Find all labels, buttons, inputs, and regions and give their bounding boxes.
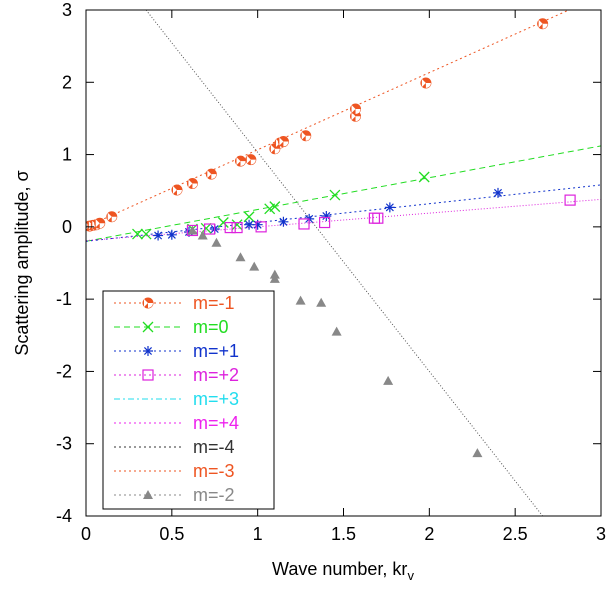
legend-label-m=+3: m=+3 [193,389,239,409]
point-m=-2-8 [316,297,327,307]
legend-box [102,290,275,510]
y-tick-label--3: -3 [56,434,72,454]
point-m=+2-8 [372,212,384,224]
point-m=-1-3 [94,217,106,229]
point-m=0-10 [418,171,430,183]
point-m=0-6 [243,211,255,223]
point-m=-2-10 [383,375,394,385]
point-m=+2-4 [255,221,267,233]
point-m=0-0 [132,228,143,240]
x-tick-label-2: 2 [424,524,434,544]
legend-label-m=-4: m=-4 [193,437,235,457]
fit-line-m=+2 [86,198,601,242]
point-m=-1-9 [245,154,257,166]
x-axis-label-subscript: v [407,568,414,583]
point-m=+1-1 [166,229,177,240]
y-tick-label--2: -2 [56,361,72,381]
point-m=-2-11 [472,448,483,458]
fit-line-m=-1 [86,10,571,228]
point-m=-2-1 [197,230,208,240]
legend-label-m=-3: m=-3 [193,461,235,481]
legend-label-m=+2: m=+2 [193,365,239,385]
point-m=-2-6 [269,273,280,283]
point-m=-2-2 [211,237,222,247]
point-m=0-9 [329,189,341,201]
point-m=-2-3 [235,252,246,262]
legend-label-m=-2: m=-2 [193,485,235,505]
tick-labels: 0 0.5 1 1.5 2 2.5 3 3 2 1 0 -1 -2 -3 -4 [56,0,606,544]
point-m=+2-9 [564,194,576,206]
point-m=-1-12 [277,136,289,148]
point-m=-2-7 [295,295,306,305]
point-m=+2-2 [224,221,236,234]
point-m=+1-0 [153,230,164,241]
legend-label-m=-1: m=-1 [193,293,235,313]
point-m=-1-15 [350,103,362,115]
legend: m=-1 m=0 m=+1 m=+2 m=+3 m=+4 m=-4 m=-3 m=-2 [102,290,275,510]
y-tick-label-1: 1 [62,145,72,165]
point-m=0-4 [217,217,229,228]
legend-marker-m=+2 [142,369,154,381]
point-m=0-8 [269,201,281,213]
point-m=+1-10 [493,187,503,198]
legend-marker-m=+1 [143,346,153,356]
legend-marker-m=0 [142,321,154,333]
x-tick-label-1: 1 [253,524,263,544]
point-m=-1-16 [420,77,432,89]
point-m=+2-6 [319,216,331,229]
legend-marker-m=-1 [142,297,154,309]
x-axis-label: Wave number, krv [272,559,414,583]
legend-label-m=0: m=0 [193,317,229,337]
legend-label-m=+1: m=+1 [193,341,239,361]
point-m=-2-9 [331,326,342,336]
point-m=0-1 [140,228,152,240]
point-m=-1-6 [186,177,198,189]
fit-line-m=-4 [145,10,544,516]
point-m=-1-8 [235,155,246,167]
point-m=+2-5 [298,218,310,230]
x-tick-label-1.5: 1.5 [331,524,356,544]
y-tick-label--4: -4 [56,506,72,526]
x-tick-label-3: 3 [596,524,606,544]
y-tick-label-0: 0 [62,217,72,237]
point-m=+1-6 [278,216,289,227]
point-m=-1-5 [171,184,183,196]
y-axis-label: Scattering amplitude, σ [12,170,32,355]
point-m=+1-9 [384,202,395,213]
point-m=-2-0 [187,225,198,235]
x-tick-label-2.5: 2.5 [503,524,528,544]
y-tick-label-3: 3 [62,0,72,20]
point-m=0-5 [231,219,243,231]
point-m=+2-3 [231,221,243,234]
point-m=-1-7 [205,168,217,180]
point-m=+1-5 [252,219,263,230]
point-m=-2-4 [249,261,260,271]
x-tick-label-0: 0 [81,524,91,544]
point-m=-1-13 [300,130,312,142]
fit-line-m=0 [86,145,601,242]
legend-entries: m=-1 m=0 m=+1 m=+2 m=+3 m=+4 m=-4 m=-3 m=-2 [114,293,239,505]
x-tick-label-0.5: 0.5 [159,524,184,544]
legend-marker-m=-2 [143,490,153,499]
point-m=-1-17 [537,18,549,30]
y-tick-label-2: 2 [62,72,72,92]
y-tick-label--1: -1 [56,289,72,309]
point-m=+2-1 [204,223,216,235]
point-m=+1-4 [244,219,255,230]
point-m=-1-4 [106,211,118,223]
legend-label-m=+4: m=+4 [193,413,239,433]
point-m=+1-8 [321,211,332,222]
